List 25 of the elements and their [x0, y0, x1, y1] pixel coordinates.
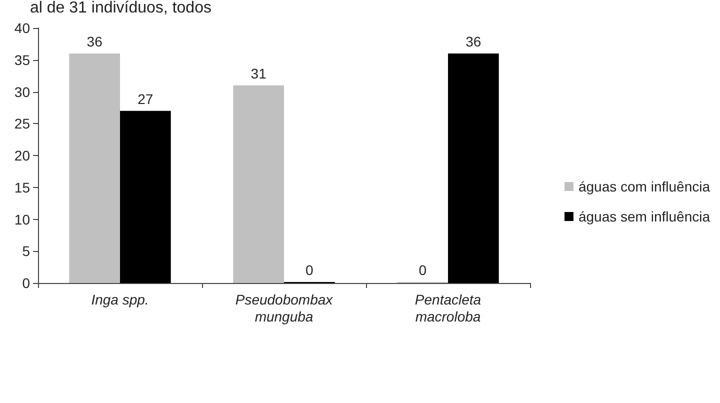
y-tick-label: 40: [14, 20, 30, 36]
bar: [233, 85, 284, 283]
legend-label: águas com influência: [578, 178, 710, 194]
y-tick-label: 20: [14, 148, 30, 164]
y-tick-label: 15: [14, 179, 30, 196]
text: al de 31 indivíduos, todos: [30, 0, 212, 16]
y-tick-label: 30: [14, 84, 30, 100]
y-tick-label: 5: [22, 243, 30, 260]
legend-label: águas sem influência: [578, 208, 710, 224]
bar: [120, 110, 171, 283]
data-label: 27: [138, 90, 154, 107]
x-tick-label: Pseudobombax munguba: [235, 292, 334, 324]
x-tick-label: Inga spp.: [91, 292, 149, 308]
data-label: 0: [418, 262, 427, 278]
data-label: 31: [250, 65, 267, 82]
y-tick-label: 25: [14, 116, 30, 132]
data-label: 36: [466, 34, 482, 50]
y-tick-label: 10: [14, 211, 30, 228]
y-tick-label: 35: [14, 52, 30, 68]
y-tick-label: 0: [22, 275, 30, 291]
data-label: 36: [86, 34, 103, 50]
x-tick-label: Pentacleta macroloba: [414, 292, 482, 324]
data-label: 0: [306, 262, 314, 278]
bar: [448, 54, 499, 283]
bar: [69, 54, 120, 283]
